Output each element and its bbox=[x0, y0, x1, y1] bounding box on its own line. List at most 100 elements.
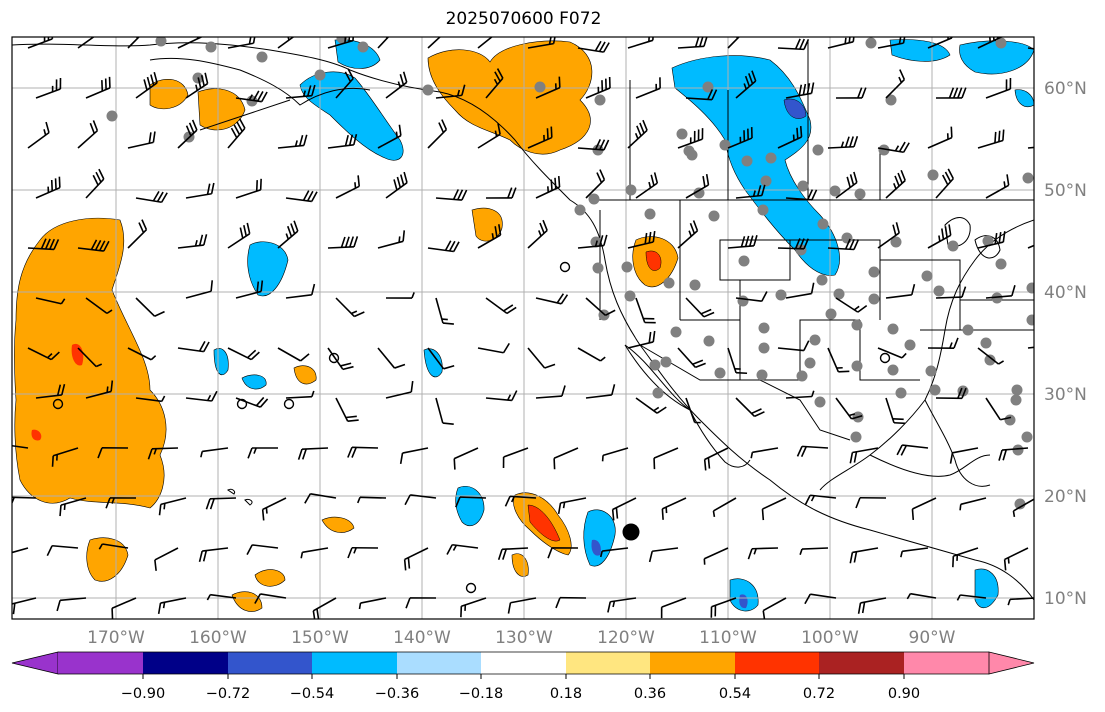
wind-barb bbox=[835, 87, 867, 99]
wind-barb bbox=[285, 190, 318, 203]
wind-barb bbox=[877, 347, 907, 359]
wind-barb bbox=[777, 340, 810, 352]
wind-barb bbox=[635, 297, 656, 324]
wind-barb bbox=[185, 72, 209, 99]
wind-barb bbox=[477, 224, 502, 249]
wind-barb bbox=[327, 236, 359, 249]
wind-barb bbox=[1012, 498, 1034, 517]
wind-barb bbox=[327, 133, 358, 149]
wind-barb bbox=[835, 171, 858, 199]
wind-barb bbox=[404, 494, 437, 506]
wind-barb bbox=[585, 76, 611, 99]
colorbar-extend-high bbox=[988, 651, 1035, 675]
colorbar-tick-label: 0.54 bbox=[719, 686, 751, 702]
wind-barb bbox=[627, 37, 654, 49]
wind-barb bbox=[312, 597, 337, 619]
wind-barb bbox=[135, 190, 168, 204]
wind-barb bbox=[777, 238, 809, 250]
wind-barb bbox=[900, 547, 929, 558]
wind-barb bbox=[285, 390, 315, 399]
colorbar-tick-label: 0.18 bbox=[550, 686, 582, 702]
wind-barb bbox=[177, 37, 202, 49]
wind-barb bbox=[200, 447, 229, 458]
wind-barb bbox=[27, 347, 60, 361]
wind-barb bbox=[635, 172, 659, 199]
lat-label: 40°N bbox=[1044, 283, 1087, 303]
wind-barb bbox=[607, 597, 637, 613]
wind-barb bbox=[777, 38, 810, 51]
negative-anomaly-region bbox=[423, 348, 443, 378]
wind-barb bbox=[158, 497, 187, 516]
wind-barb bbox=[177, 341, 210, 353]
wind-barb bbox=[735, 184, 766, 199]
wind-barb bbox=[653, 447, 679, 470]
wind-barb bbox=[247, 447, 279, 459]
colorbar-tick-label: 0.36 bbox=[634, 686, 666, 702]
wind-barb bbox=[985, 174, 1010, 199]
wind-barb bbox=[1027, 47, 1034, 50]
wind-barb bbox=[127, 347, 157, 361]
colorbar-tick-label: 0.72 bbox=[803, 686, 835, 702]
map-frame bbox=[11, 36, 1035, 620]
colorbar-segment bbox=[397, 652, 481, 674]
wind-barb bbox=[206, 593, 237, 601]
wind-barb bbox=[227, 118, 246, 149]
negative-anomaly-region bbox=[583, 509, 616, 567]
wind-barb bbox=[56, 597, 87, 612]
lon-label: 90°W bbox=[909, 628, 956, 648]
positive-anomaly-region bbox=[254, 569, 286, 587]
marker-dot bbox=[622, 523, 640, 541]
colorbar-segment bbox=[650, 652, 735, 674]
wind-barb bbox=[377, 347, 406, 369]
lat-label: 60°N bbox=[1044, 79, 1087, 99]
station-dots bbox=[106, 37, 1034, 510]
wind-barb bbox=[906, 592, 937, 600]
negative-anomaly-region bbox=[1014, 89, 1034, 108]
wind-barb bbox=[849, 447, 879, 464]
wind-barb bbox=[27, 121, 50, 149]
lat-label: 20°N bbox=[1044, 487, 1087, 507]
wind-barb bbox=[304, 492, 337, 504]
colorbar-segment bbox=[143, 652, 228, 674]
wind-barb bbox=[555, 596, 587, 609]
wind-barb bbox=[747, 547, 779, 560]
colorbar-segment bbox=[819, 652, 904, 674]
wind-barb bbox=[985, 285, 1016, 299]
positive-anomaly-region bbox=[149, 78, 189, 110]
shaded-anomaly-layer bbox=[14, 39, 1034, 612]
wind-barb bbox=[927, 126, 953, 149]
wind-barb bbox=[46, 544, 79, 557]
wind-barb bbox=[685, 297, 715, 318]
wind-barb bbox=[98, 543, 129, 550]
lon-label: 140°W bbox=[393, 628, 451, 648]
wind-barb bbox=[527, 347, 556, 369]
positive-anomaly-region bbox=[293, 365, 317, 385]
wind-barb bbox=[198, 547, 229, 562]
wind-barb bbox=[285, 84, 316, 99]
wind-barb bbox=[1007, 597, 1034, 606]
wind-barb bbox=[205, 497, 237, 510]
wind-barb bbox=[527, 126, 553, 149]
lat-label: 30°N bbox=[1044, 385, 1087, 405]
wind-barb bbox=[761, 497, 787, 521]
wind-barb bbox=[535, 76, 561, 99]
wind-barb bbox=[335, 68, 354, 99]
wind-barb bbox=[585, 169, 606, 199]
wind-barb bbox=[277, 220, 299, 249]
wind-barb bbox=[785, 282, 815, 299]
wind-barb bbox=[227, 37, 256, 49]
wind-barb bbox=[685, 397, 701, 424]
wind-barb bbox=[627, 230, 656, 249]
wind-barb bbox=[185, 280, 214, 299]
wind-barb bbox=[485, 297, 517, 315]
wind-barb bbox=[254, 593, 287, 604]
wind-barb bbox=[577, 40, 610, 53]
wind-barb bbox=[804, 494, 837, 506]
wind-barb bbox=[535, 385, 566, 399]
wind-barb bbox=[785, 390, 815, 399]
wind-barb bbox=[246, 544, 279, 556]
wind-barb bbox=[377, 230, 406, 249]
wind-barb bbox=[507, 597, 537, 614]
wind-barb bbox=[85, 380, 114, 399]
